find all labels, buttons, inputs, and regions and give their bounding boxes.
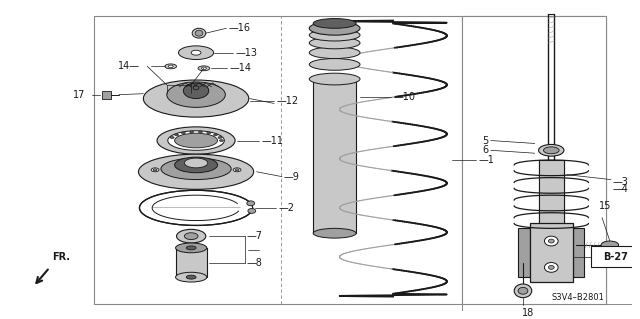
Text: 5: 5: [483, 136, 489, 145]
Bar: [102, 91, 111, 99]
Bar: [539, 160, 564, 228]
Ellipse shape: [218, 137, 222, 138]
Ellipse shape: [175, 243, 207, 253]
Ellipse shape: [168, 131, 225, 150]
Text: 17: 17: [74, 90, 86, 100]
Ellipse shape: [153, 169, 157, 171]
Ellipse shape: [175, 134, 179, 136]
Bar: [591, 246, 640, 267]
Bar: [93, 16, 463, 303]
Bar: [573, 228, 584, 277]
Ellipse shape: [165, 64, 177, 69]
Bar: [313, 77, 356, 233]
Text: 6: 6: [483, 145, 489, 155]
Bar: [463, 16, 606, 303]
Ellipse shape: [198, 131, 202, 133]
Text: 18: 18: [522, 308, 534, 318]
Ellipse shape: [248, 209, 256, 213]
Ellipse shape: [177, 229, 206, 243]
Ellipse shape: [175, 272, 207, 282]
Text: 14—: 14—: [118, 61, 140, 71]
Ellipse shape: [140, 190, 253, 226]
Text: —16: —16: [228, 23, 250, 33]
Bar: [463, 303, 632, 319]
Ellipse shape: [168, 65, 173, 68]
Ellipse shape: [161, 158, 231, 180]
Ellipse shape: [545, 236, 558, 246]
Ellipse shape: [514, 284, 532, 298]
Ellipse shape: [309, 73, 360, 85]
Text: —13: —13: [235, 48, 257, 58]
Ellipse shape: [193, 86, 199, 90]
Text: —7: —7: [247, 231, 263, 241]
Ellipse shape: [235, 169, 239, 171]
Ellipse shape: [545, 263, 558, 272]
Ellipse shape: [189, 131, 194, 133]
Ellipse shape: [313, 228, 356, 238]
Ellipse shape: [143, 80, 249, 117]
Ellipse shape: [175, 133, 218, 148]
Ellipse shape: [548, 239, 554, 243]
Ellipse shape: [184, 158, 208, 168]
Text: —4: —4: [612, 184, 628, 194]
Ellipse shape: [202, 67, 206, 70]
Text: FR.: FR.: [52, 252, 70, 262]
Bar: [463, 16, 606, 303]
Ellipse shape: [233, 168, 241, 172]
Ellipse shape: [191, 50, 201, 55]
Ellipse shape: [170, 137, 174, 138]
Text: —14: —14: [229, 63, 252, 73]
Ellipse shape: [151, 168, 159, 172]
Text: S3V4–B2801: S3V4–B2801: [551, 293, 604, 302]
Ellipse shape: [186, 275, 196, 279]
Ellipse shape: [195, 30, 203, 36]
Ellipse shape: [518, 287, 528, 294]
Ellipse shape: [601, 241, 619, 249]
Text: —3: —3: [612, 176, 628, 187]
Text: —12: —12: [276, 95, 298, 106]
Bar: [530, 224, 573, 282]
Ellipse shape: [138, 154, 253, 189]
Text: —1: —1: [478, 155, 494, 165]
Text: B-27: B-27: [604, 252, 628, 262]
Ellipse shape: [309, 47, 360, 59]
Ellipse shape: [157, 127, 235, 154]
Bar: [175, 248, 207, 277]
Text: —10: —10: [393, 92, 415, 102]
Ellipse shape: [179, 46, 214, 60]
Ellipse shape: [186, 246, 196, 250]
Ellipse shape: [214, 134, 218, 136]
Bar: [518, 228, 530, 277]
Ellipse shape: [184, 83, 209, 99]
Text: —11: —11: [262, 136, 284, 145]
Ellipse shape: [309, 21, 360, 35]
Text: 15: 15: [599, 201, 611, 211]
Text: —2: —2: [278, 203, 294, 213]
Ellipse shape: [167, 82, 225, 108]
Ellipse shape: [181, 132, 186, 134]
Ellipse shape: [313, 19, 356, 28]
Ellipse shape: [198, 66, 210, 71]
Ellipse shape: [207, 132, 211, 134]
Ellipse shape: [309, 29, 360, 41]
Ellipse shape: [220, 139, 223, 142]
Ellipse shape: [548, 265, 554, 269]
Text: —8: —8: [247, 257, 262, 268]
Ellipse shape: [184, 233, 198, 240]
Ellipse shape: [539, 145, 564, 156]
Ellipse shape: [543, 147, 559, 154]
Ellipse shape: [247, 201, 255, 206]
Ellipse shape: [309, 37, 360, 49]
Ellipse shape: [192, 28, 206, 38]
Ellipse shape: [175, 157, 218, 173]
Text: —9: —9: [284, 172, 300, 182]
Ellipse shape: [309, 59, 360, 70]
